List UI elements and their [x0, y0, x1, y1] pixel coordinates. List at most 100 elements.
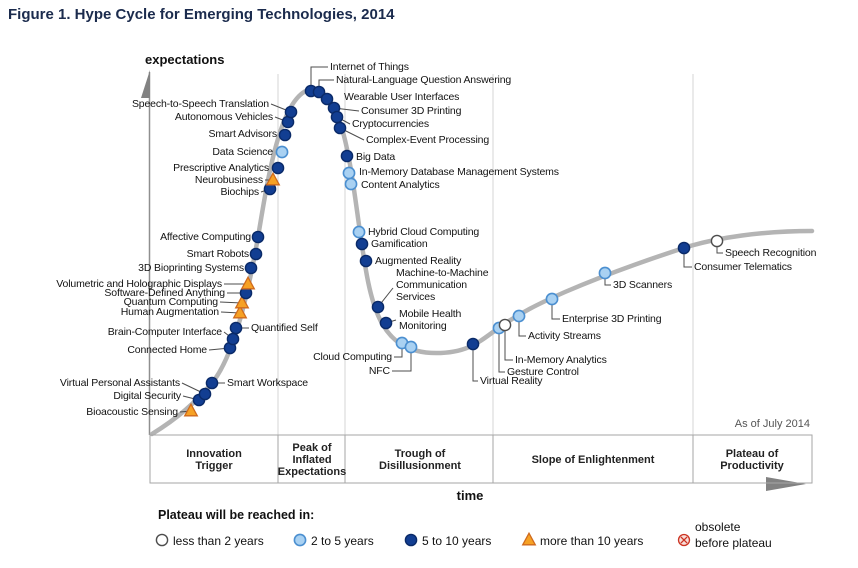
label-consumer-telematics: Consumer Telematics: [694, 261, 792, 273]
phase-label-plateau-of-productivity: Plateau of: [726, 448, 779, 460]
marker-data-science: [275, 145, 289, 159]
label-human-augmentation: Human Augmentation: [121, 306, 220, 318]
phase-label-innovation-trigger: Innovation: [186, 448, 242, 460]
leader-activity-streams: [518, 316, 526, 337]
label-augmented-reality: Augmented Reality: [375, 255, 462, 267]
leader-internet-of-things: [310, 66, 328, 91]
label-mobile-health-monitoring: Mobile Health: [399, 308, 462, 320]
label-consumer-3d-printing: Consumer 3D Printing: [361, 105, 462, 117]
leader-gesture-control: [498, 328, 505, 373]
marker-nfc: [404, 340, 418, 354]
phase-label-slope-of-enlightenment: Slope of Enlightenment: [532, 454, 655, 466]
label-content-analytics: Content Analytics: [361, 179, 440, 191]
label-big-data: Big Data: [356, 151, 395, 163]
x-axis-arrow-icon: [766, 477, 806, 491]
marker-volumetric-and-holographic-displays: [240, 275, 256, 290]
label-3d-bioprinting-systems: 3D Bioprinting Systems: [138, 262, 244, 274]
legend-open-circle-icon: [155, 533, 169, 547]
label-quantified-self: Quantified Self: [251, 322, 318, 334]
marker-augmented-reality: [359, 254, 373, 268]
label-software-defined-anything: Software-Defined Anything: [104, 287, 225, 299]
phase-label-peak-of-inflated-expectations: Inflated: [292, 454, 331, 466]
label-nfc: NFC: [369, 365, 391, 377]
phase-label-innovation-trigger: Trigger: [195, 460, 233, 472]
marker-machine-to-machine-communication-services: [371, 300, 385, 314]
label-machine-to-machine-communication-services: Communication: [396, 279, 467, 291]
label-volumetric-and-holographic-displays: Volumetric and Holographic Displays: [56, 278, 222, 290]
marker-affective-computing: [251, 230, 265, 244]
marker-in-memory-analytics: [498, 318, 512, 332]
leader-virtual-reality: [472, 344, 478, 382]
label-bioacoustic-sensing: Bioacoustic Sensing: [86, 406, 178, 418]
marker-gamification: [355, 237, 369, 251]
crossed-circle-x: [680, 536, 688, 544]
label-enterprise-3d-printing: Enterprise 3D Printing: [562, 313, 662, 325]
legend-label-obsolete-before-plateau: obsolete: [695, 520, 741, 534]
figure-title: Figure 1. Hype Cycle for Emerging Techno…: [8, 6, 395, 23]
label-digital-security: Digital Security: [113, 390, 182, 402]
marker-in-memory-database-management-systems: [342, 166, 356, 180]
label-virtual-reality: Virtual Reality: [480, 375, 543, 387]
label-gamification: Gamification: [371, 238, 428, 250]
marker-quantum-computing: [234, 294, 250, 309]
marker-quantified-self: [229, 321, 243, 335]
label-neurobusiness: Neurobusiness: [195, 174, 263, 186]
marker-enterprise-3d-printing: [545, 292, 559, 306]
as-of-date: As of July 2014: [735, 418, 810, 430]
leader-in-memory-analytics: [504, 325, 513, 361]
phase-label-plateau-of-productivity: Productivity: [720, 460, 784, 472]
axes: [141, 70, 806, 491]
marker-human-augmentation: [232, 304, 248, 319]
label-machine-to-machine-communication-services: Machine-to-Machine: [396, 267, 489, 279]
marker-smart-workspace: [205, 376, 219, 390]
marker-consumer-telematics: [677, 241, 691, 255]
marker-virtual-reality: [466, 337, 480, 351]
label-in-memory-analytics: In-Memory Analytics: [515, 354, 607, 366]
x-axis-label: time: [457, 488, 484, 503]
label-smart-advisors: Smart Advisors: [208, 128, 277, 140]
label-hybrid-cloud-computing: Hybrid Cloud Computing: [368, 226, 479, 238]
label-autonomous-vehicles: Autonomous Vehicles: [175, 111, 273, 123]
legend-title: Plateau will be reached in:: [158, 508, 314, 522]
marker-complex-event-processing: [333, 121, 347, 135]
marker-speech-recognition: [710, 234, 724, 248]
label-machine-to-machine-communication-services: Services: [396, 291, 435, 303]
tech-markers: [183, 84, 724, 417]
marker-neurobusiness: [265, 171, 281, 186]
legend-label-less-than-2-years: less than 2 years: [173, 534, 264, 548]
y-axis-label: expectations: [145, 52, 224, 67]
label-data-science: Data Science: [212, 146, 273, 158]
label-speech-recognition: Speech Recognition: [725, 247, 817, 259]
label-gesture-control: Gesture Control: [507, 366, 579, 378]
marker-virtual-personal-assistants: [198, 387, 212, 401]
y-axis-arrow-icon: [141, 70, 150, 98]
label-activity-streams: Activity Streams: [528, 330, 601, 342]
phase-box-outline: [149, 434, 813, 484]
label-smart-robots: Smart Robots: [187, 248, 249, 260]
legend-label-more-than-10-years: more than 10 years: [540, 534, 643, 548]
marker-smart-robots: [249, 247, 263, 261]
leader-nfc: [392, 347, 412, 372]
phase-label-trough-of-disillusionment: Disillusionment: [379, 460, 461, 472]
marker-smart-advisors: [278, 128, 292, 142]
leader-consumer-telematics: [683, 248, 692, 268]
leader-enterprise-3d-printing: [551, 299, 560, 320]
legend-label-2-to-5-years: 2 to 5 years: [311, 534, 374, 548]
label-virtual-personal-assistants: Virtual Personal Assistants: [60, 377, 180, 389]
legend: less than 2 years 2 to 5 years 5 to 10 yea…: [155, 520, 772, 550]
legend-label-5-to-10-years: 5 to 10 years: [422, 534, 491, 548]
phase-label-peak-of-inflated-expectations: Peak of: [292, 442, 331, 454]
label-complex-event-processing: Complex-Event Processing: [366, 134, 489, 146]
marker-bioacoustic-sensing: [183, 402, 199, 417]
label-biochips: Biochips: [221, 186, 260, 198]
label-smart-workspace: Smart Workspace: [227, 377, 308, 389]
label-brain-computer-interface: Brain-Computer Interface: [108, 326, 223, 338]
legend-dark-blue-circle-icon: [404, 533, 418, 547]
legend-crossed-circle-icon: [677, 533, 691, 547]
marker-content-analytics: [344, 177, 358, 191]
marker-3d-bioprinting-systems: [244, 261, 258, 275]
